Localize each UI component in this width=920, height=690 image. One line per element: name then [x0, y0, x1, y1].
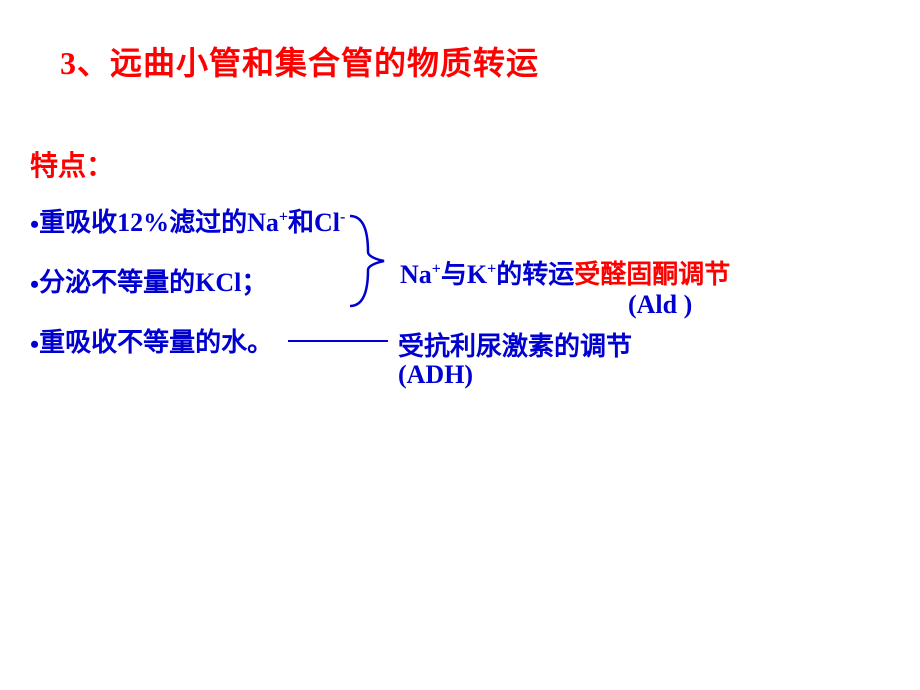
features-label: 特点：	[30, 144, 880, 184]
bullet-1-text-a: 重吸收12%滤过的Na	[39, 208, 279, 237]
bullet-1-sup-1: +	[279, 208, 288, 225]
bullet-2-text: 分泌不等量的KCl；	[39, 268, 267, 297]
ann1-sup2: +	[487, 260, 496, 277]
bullet-3-text: 重吸收不等量的水。	[39, 328, 273, 357]
annotation-2: 受抗利尿激素的调节	[398, 326, 632, 363]
ann1-red: 受醛固酮调节	[574, 260, 730, 289]
bullet-dot-icon: •	[30, 270, 39, 299]
annotation-1: Na+与K+的转运受醛固酮调节	[400, 254, 730, 291]
bullet-1-sup-2: -	[340, 208, 345, 225]
slide-title: 3、远曲小管和集合管的物质转运	[60, 38, 880, 84]
bullet-dot-icon: •	[30, 330, 39, 359]
annotation-1b: (Ald )	[628, 290, 692, 320]
bullet-dot-icon: •	[30, 210, 39, 239]
ann1-mid: 与K	[441, 260, 487, 289]
annotation-2b: (ADH)	[398, 360, 473, 390]
ann1-pre: Na	[400, 260, 432, 289]
connector-line-icon	[288, 340, 388, 342]
ann1-sup1: +	[432, 260, 441, 277]
brace-icon	[346, 212, 388, 310]
ann1-post: 的转运	[496, 260, 574, 289]
bullet-1-text-b: 和Cl	[288, 208, 340, 237]
bullet-1: •重吸收12%滤过的Na+和Cl-	[30, 202, 880, 240]
slide: 3、远曲小管和集合管的物质转运 特点： •重吸收12%滤过的Na+和Cl- •分…	[0, 0, 920, 690]
